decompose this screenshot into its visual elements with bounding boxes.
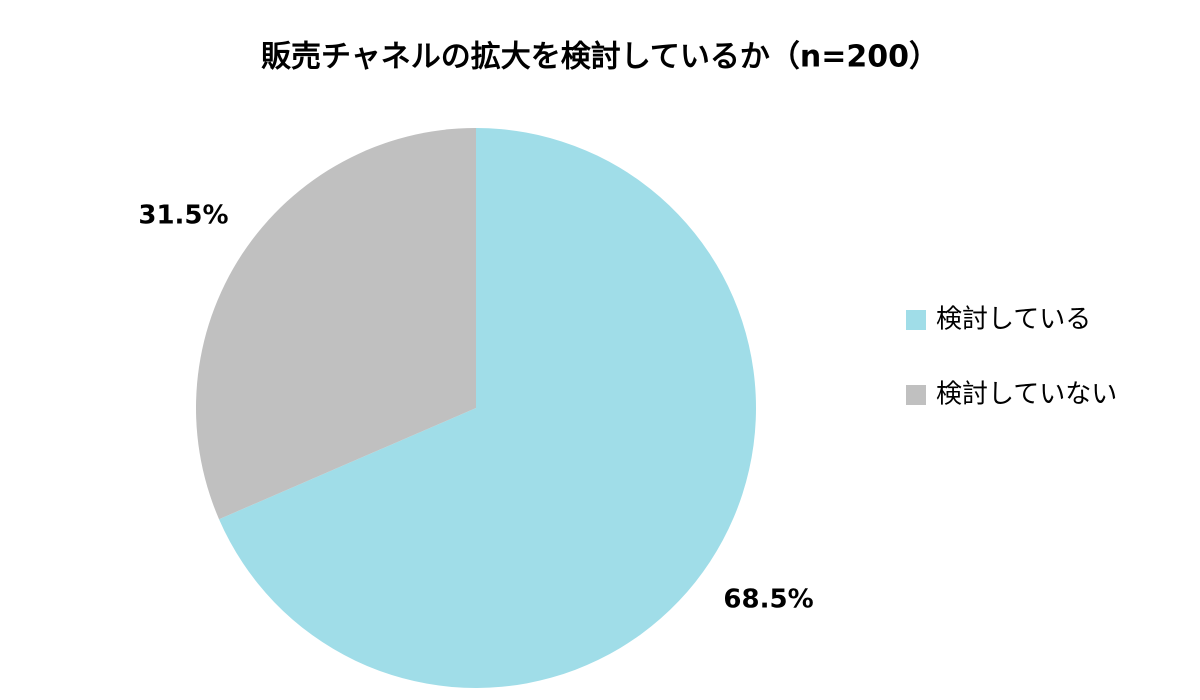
legend-swatch (906, 310, 926, 330)
data-label: 31.5% (138, 200, 228, 230)
pie-slice (219, 128, 757, 688)
chart-title: 販売チャネルの拡大を検討しているか（n=200） (261, 40, 939, 75)
legend-label: 検討していない (936, 380, 1117, 410)
pie-slice (195, 128, 476, 520)
legend-swatch (906, 385, 926, 405)
data-label: 68.5% (723, 585, 813, 615)
legend-label: 検討している (936, 305, 1091, 335)
